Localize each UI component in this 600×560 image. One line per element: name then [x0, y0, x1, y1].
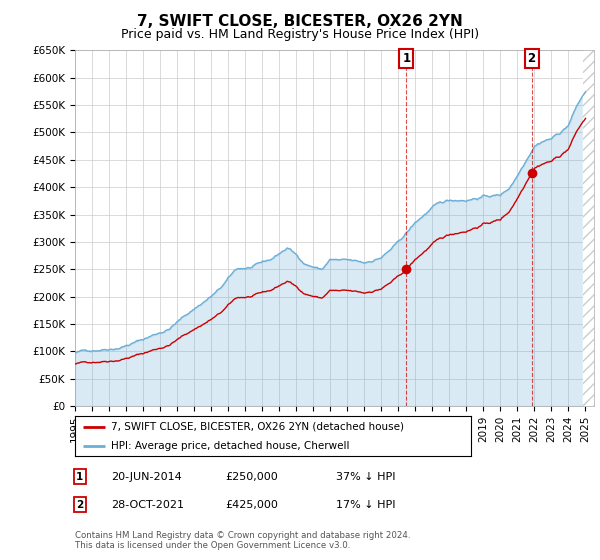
- Text: 7, SWIFT CLOSE, BICESTER, OX26 2YN (detached house): 7, SWIFT CLOSE, BICESTER, OX26 2YN (deta…: [110, 422, 404, 432]
- Text: 28-OCT-2021: 28-OCT-2021: [111, 500, 184, 510]
- Text: Price paid vs. HM Land Registry's House Price Index (HPI): Price paid vs. HM Land Registry's House …: [121, 28, 479, 41]
- Text: £250,000: £250,000: [225, 472, 278, 482]
- Text: £425,000: £425,000: [225, 500, 278, 510]
- Text: 1: 1: [402, 52, 410, 65]
- Text: 20-JUN-2014: 20-JUN-2014: [111, 472, 182, 482]
- Text: 2: 2: [76, 500, 83, 510]
- Text: 17% ↓ HPI: 17% ↓ HPI: [336, 500, 395, 510]
- Text: 7, SWIFT CLOSE, BICESTER, OX26 2YN: 7, SWIFT CLOSE, BICESTER, OX26 2YN: [137, 14, 463, 29]
- Text: 2: 2: [527, 52, 536, 65]
- Text: Contains HM Land Registry data © Crown copyright and database right 2024.
This d: Contains HM Land Registry data © Crown c…: [75, 531, 410, 550]
- Text: HPI: Average price, detached house, Cherwell: HPI: Average price, detached house, Cher…: [110, 441, 349, 450]
- Text: 1: 1: [76, 472, 83, 482]
- Text: 37% ↓ HPI: 37% ↓ HPI: [336, 472, 395, 482]
